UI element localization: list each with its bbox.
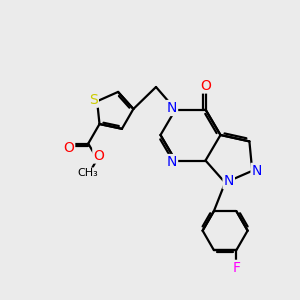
Text: F: F [232,261,240,275]
Text: N: N [167,155,177,169]
Text: N: N [167,101,177,115]
Text: CH₃: CH₃ [77,168,98,178]
Text: N: N [224,174,234,188]
Text: O: O [200,79,211,92]
Text: O: O [93,148,104,163]
Text: S: S [89,93,98,107]
Text: N: N [252,164,262,178]
Text: O: O [63,141,74,155]
